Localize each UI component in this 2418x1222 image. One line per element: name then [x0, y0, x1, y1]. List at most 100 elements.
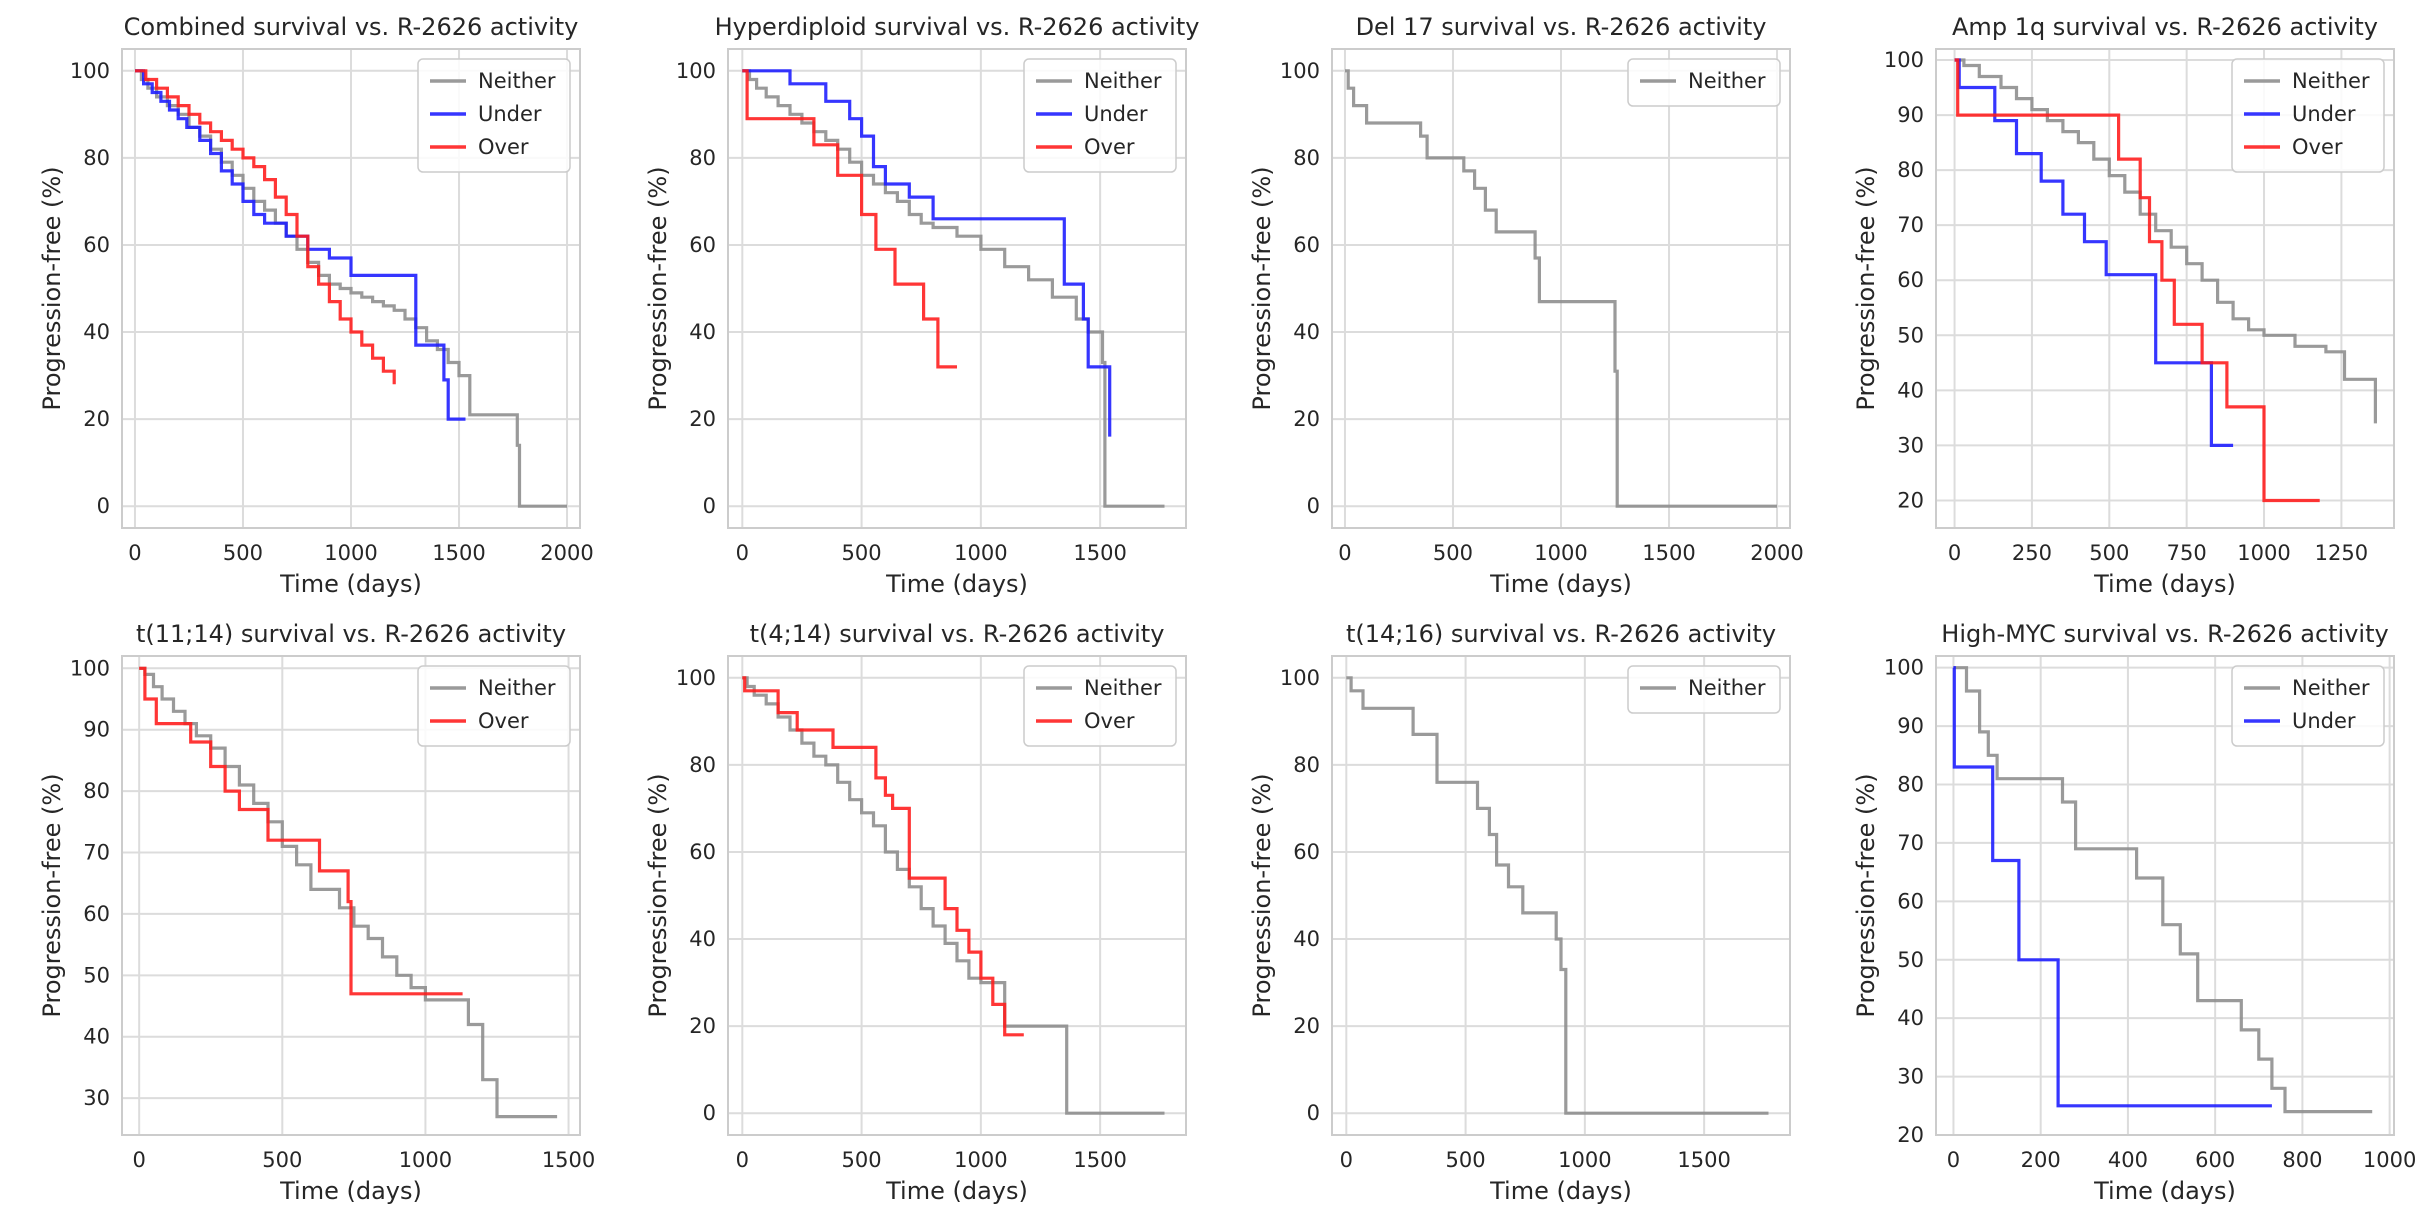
y-tick-label: 90 — [1897, 103, 1924, 127]
legend: Neither Under Over — [417, 58, 571, 173]
chart-panel-2: 0 500 1000 1500 0 20 40 60 80 100 Hyperdiploid sur… — [644, 13, 1199, 598]
x-tick-label: 500 — [262, 1148, 302, 1172]
legend-label: Over — [2292, 135, 2343, 159]
y-tick-label: 80 — [1293, 753, 1320, 777]
legend: Neither Under — [2231, 665, 2385, 747]
x-tick-label: 1000 — [954, 541, 1007, 565]
x-tick-label: 0 — [1947, 1148, 1960, 1172]
y-tick-label: 20 — [689, 407, 716, 431]
legend-label: Under — [1084, 102, 1148, 126]
y-axis-label: Progression-free (%) — [1852, 773, 1880, 1017]
series-line-neither — [1346, 676, 1769, 1115]
chart-title: t(11;14) survival vs. R-2626 activity — [136, 620, 566, 648]
series-line-neither — [742, 69, 1165, 508]
x-tick-label: 1500 — [1677, 1148, 1730, 1172]
legend-label: Neither — [1688, 676, 1766, 700]
y-tick-label: 40 — [689, 320, 716, 344]
series-line-over — [742, 676, 1024, 1037]
y-tick-label: 80 — [1293, 146, 1320, 170]
y-tick-label: 30 — [1897, 433, 1924, 457]
x-tick-label: 800 — [2282, 1148, 2322, 1172]
legend-label: Neither — [2292, 69, 2370, 93]
legend-label: Neither — [478, 676, 556, 700]
legend-box — [417, 665, 571, 747]
chart-title: Amp 1q survival vs. R-2626 activity — [1952, 13, 2378, 41]
chart-panel-3: 0 500 1000 1500 2000 0 20 40 60 80 100 Del 17 survi… — [1248, 13, 1804, 598]
y-tick-label: 60 — [83, 902, 110, 926]
axes-frame — [1935, 48, 2395, 529]
y-tick-label: 100 — [70, 656, 110, 680]
x-tick-label: 0 — [128, 541, 141, 565]
y-tick-label: 100 — [676, 666, 716, 690]
legend-box — [417, 58, 571, 173]
legend-label: Neither — [2292, 676, 2370, 700]
legend-box — [1627, 58, 1781, 107]
x-tick-label: 1250 — [2315, 541, 2368, 565]
y-tick-label: 40 — [83, 1025, 110, 1049]
y-tick-label: 0 — [703, 1101, 716, 1125]
x-tick-label: 200 — [2021, 1148, 2061, 1172]
y-tick-label: 50 — [1897, 323, 1924, 347]
x-tick-label: 0 — [736, 541, 749, 565]
legend-box — [1023, 665, 1177, 747]
legend: Neither Over — [417, 665, 571, 747]
y-axis-label: Progression-free (%) — [38, 773, 66, 1017]
legend-label: Over — [478, 135, 529, 159]
series-line-under — [135, 69, 466, 421]
chart-panel-4: 0 250 500 750 1000 1250 20 30 40 50 60 70 80 90 100 Amp… — [1852, 13, 2395, 598]
y-tick-label: 40 — [1897, 378, 1924, 402]
chart-title: High-MYC survival vs. R-2626 activity — [1941, 620, 2388, 648]
y-tick-label: 40 — [1293, 320, 1320, 344]
legend-box — [1023, 58, 1177, 173]
x-tick-label: 500 — [223, 541, 263, 565]
chart-title: t(4;14) survival vs. R-2626 activity — [750, 620, 1165, 648]
legend: Neither — [1627, 58, 1781, 107]
chart-title: Combined survival vs. R-2626 activity — [124, 13, 579, 41]
x-tick-label: 1000 — [399, 1148, 452, 1172]
x-tick-label: 1000 — [954, 1148, 1007, 1172]
y-tick-label: 40 — [83, 320, 110, 344]
x-tick-label: 0 — [132, 1148, 145, 1172]
y-tick-label: 70 — [1897, 213, 1924, 237]
axes-frame — [121, 655, 581, 1136]
x-tick-label: 1000 — [2363, 1148, 2416, 1172]
legend-label: Under — [2292, 709, 2356, 733]
chart-panel-6: 0 500 1000 1500 0 20 40 60 80 100 t(4;14) survival… — [644, 620, 1187, 1205]
y-tick-label: 50 — [1897, 948, 1924, 972]
y-tick-label: 40 — [689, 927, 716, 951]
x-axis-label: Time (days) — [1489, 1177, 1632, 1205]
x-tick-label: 500 — [842, 541, 882, 565]
legend-label: Over — [1084, 709, 1135, 733]
x-tick-label: 1000 — [1558, 1148, 1611, 1172]
legend-label: Neither — [478, 69, 556, 93]
x-tick-label: 1000 — [2237, 541, 2290, 565]
y-tick-label: 60 — [1897, 268, 1924, 292]
y-tick-label: 100 — [676, 59, 716, 83]
chart-title: Del 17 survival vs. R-2626 activity — [1356, 13, 1767, 41]
x-tick-label: 1500 — [1642, 541, 1695, 565]
axes-frame — [727, 48, 1187, 529]
x-axis-label: Time (days) — [2093, 570, 2236, 598]
y-tick-label: 80 — [689, 146, 716, 170]
x-axis-label: Time (days) — [2093, 1177, 2236, 1205]
axes-frame — [121, 48, 581, 529]
series-line-under — [1952, 666, 2272, 1108]
legend-box — [2231, 58, 2385, 173]
x-tick-label: 1500 — [1073, 1148, 1126, 1172]
y-tick-label: 100 — [1280, 59, 1320, 83]
y-tick-label: 80 — [689, 753, 716, 777]
y-tick-label: 70 — [83, 841, 110, 865]
chart-panel-1: 0 500 1000 1500 2000 0 20 40 60 80 100 Combined sur… — [38, 13, 594, 598]
y-tick-label: 30 — [1897, 1065, 1924, 1089]
y-tick-label: 20 — [83, 407, 110, 431]
chart-title: Hyperdiploid survival vs. R-2626 activit… — [715, 13, 1200, 41]
x-tick-label: 0 — [1948, 541, 1961, 565]
y-axis-label: Progression-free (%) — [38, 166, 66, 410]
y-tick-label: 20 — [689, 1014, 716, 1038]
series-line-under — [742, 69, 1112, 437]
y-tick-label: 70 — [1897, 831, 1924, 855]
series-line-under — [1954, 58, 2234, 447]
y-tick-label: 80 — [83, 146, 110, 170]
